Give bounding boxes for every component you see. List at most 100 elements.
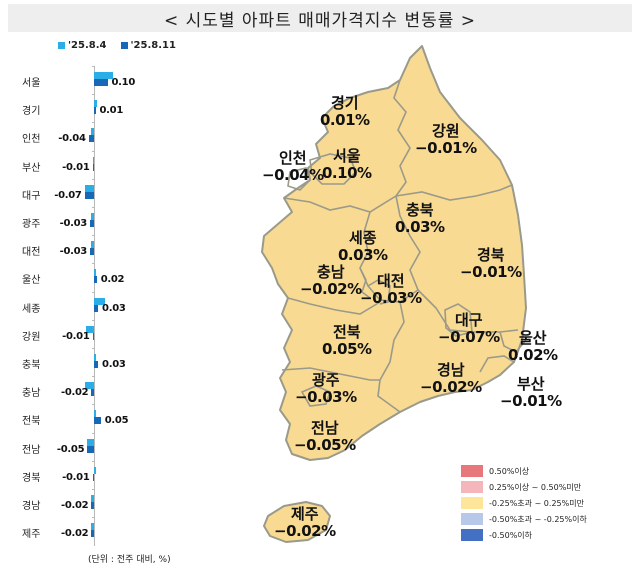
data-label: -0.07 [54, 189, 82, 201]
bar-row: 충북 0.03 [0, 350, 200, 378]
bar-0804 [94, 466, 96, 474]
map-legend-item: -0.50%이하 [461, 527, 587, 543]
axis-tick [92, 66, 95, 67]
bar-0811 [92, 332, 94, 340]
bar-0811 [87, 445, 94, 453]
category-label: 광주 [22, 219, 41, 230]
axis-tick [92, 348, 95, 349]
region-label-busan: 부산 −0.01% [500, 375, 562, 410]
bar-0811 [92, 473, 94, 481]
data-label: -0.01 [62, 330, 90, 342]
bar-row: 강원 -0.01 [0, 322, 200, 350]
axis-tick [92, 376, 95, 378]
region-label-jeju: 제주 −0.02% [274, 505, 336, 540]
map-legend-label: 0.50%이상 [489, 466, 530, 476]
bar-0804 [91, 128, 94, 136]
category-label: 전북 [22, 416, 41, 428]
axis-tick [92, 319, 95, 321]
map-shape [261, 45, 527, 543]
bar-0811 [91, 389, 94, 397]
data-label: -0.02 [60, 500, 89, 511]
bar-row: 제주 -0.02 [0, 519, 200, 547]
category-label: 충북 [22, 360, 41, 371]
map-legend-swatch [461, 529, 483, 541]
bar-0804 [94, 72, 113, 79]
bar-0804 [92, 156, 94, 164]
category-label: 경남 [22, 501, 41, 512]
axis-tick [92, 517, 95, 519]
data-label: -0.01 [62, 161, 90, 173]
region-label-daegu: 대구 −0.07% [438, 311, 500, 346]
bar-row: 대구 -0.07 [0, 181, 200, 209]
bar-row: 대전 -0.03 [0, 237, 200, 265]
region-label-daejeon: 대전 −0.03% [360, 272, 422, 307]
category-label: 전남 [22, 444, 41, 456]
bar-legend: '25.8.4 '25.8.11 [58, 40, 176, 51]
data-label: 0.02 [100, 274, 125, 286]
category-label: 대전 [22, 247, 41, 259]
data-label: -0.04 [58, 133, 86, 145]
category-label: 세종 [22, 303, 41, 315]
data-label: 0.05 [104, 415, 129, 427]
map-legend-item: -0.25%초과 ~ 0.25%미만 [461, 495, 587, 511]
bar-0804 [85, 325, 94, 333]
legend-swatch-light-blue [58, 42, 65, 49]
unit-note: (단위 : 전주 대비, %) [88, 555, 171, 565]
axis-tick [92, 178, 95, 180]
bar-0804 [91, 213, 94, 220]
axis-tick [92, 122, 95, 124]
region-label-jeonnam: 전남 −0.05% [294, 419, 356, 454]
category-label: 울산 [22, 275, 41, 287]
map-legend-item: 0.25%이상 ~ 0.50%미만 [461, 479, 587, 495]
bar-0811 [89, 220, 94, 227]
bar-0811 [92, 163, 94, 171]
map-legend-label: -0.50%이하 [489, 530, 533, 540]
region-label-gangwon: 강원 −0.01% [415, 122, 477, 157]
map-legend-item: -0.50%초과 ~ -0.25%이하 [461, 511, 587, 527]
category-label: 강원 [22, 331, 41, 343]
map-legend-label: -0.50%초과 ~ -0.25%이하 [489, 514, 587, 524]
korea-map: 경기 0.01% 강원 −0.01% 인천 −0.04% 서울 0.10% 충북 0.03… [250, 40, 562, 555]
region-label-incheon: 인천 −0.04% [262, 149, 324, 184]
data-label: -0.01 [62, 471, 90, 483]
category-label: 경기 [22, 106, 41, 118]
bar-0811 [94, 304, 99, 312]
bar-row: 부산 -0.01 [0, 153, 200, 181]
bar-row: 경북 -0.01 [0, 463, 200, 491]
bar-0811 [94, 361, 99, 368]
bar-0811 [91, 530, 94, 538]
bar-0804 [91, 495, 94, 502]
chart-title: < 시도별 아파트 매매가격지수 변동률 > [163, 10, 477, 31]
bar-row: 전북 0.05 [0, 406, 200, 434]
bar-0804 [94, 100, 97, 108]
axis-tick [92, 291, 95, 293]
bar-0811 [88, 135, 94, 143]
bar-row: 전남 -0.05 [0, 435, 200, 463]
axis-tick [92, 432, 95, 434]
bar-0804 [94, 297, 105, 305]
legend-item-0811: '25.8.11 [120, 40, 176, 51]
region-label-gyeongbuk: 경북 −0.01% [460, 246, 522, 281]
axis-tick [92, 460, 95, 462]
category-label: 인천 [22, 134, 41, 146]
map-legend-label: 0.25%이상 ~ 0.50%미만 [489, 482, 582, 492]
axis-tick [92, 150, 95, 152]
map-legend-swatch [461, 513, 483, 525]
data-label: -0.02 [60, 528, 89, 540]
bar-0811 [94, 417, 101, 425]
category-label: 충남 [22, 388, 41, 400]
map-legend-swatch [461, 481, 483, 493]
region-label-ulsan: 울산 0.02% [508, 329, 558, 364]
bar-0811 [91, 502, 94, 509]
bar-0811 [94, 79, 108, 86]
bar-0804 [87, 438, 94, 446]
bar-chart: 서울 0.10 경기 0.01 인천 -0.04 부산 -0.01 대구 -0.07 광주 -0.03… [0, 62, 200, 552]
category-label: 대구 [22, 190, 41, 202]
data-label: -0.05 [56, 443, 85, 455]
bar-0804 [94, 354, 96, 361]
axis-tick [92, 207, 95, 208]
data-label: 0.10 [111, 77, 136, 88]
axis-tick [92, 235, 95, 237]
bar-row: 경기 0.01 [0, 96, 200, 124]
bar-row: 충남 -0.02 [0, 378, 200, 406]
